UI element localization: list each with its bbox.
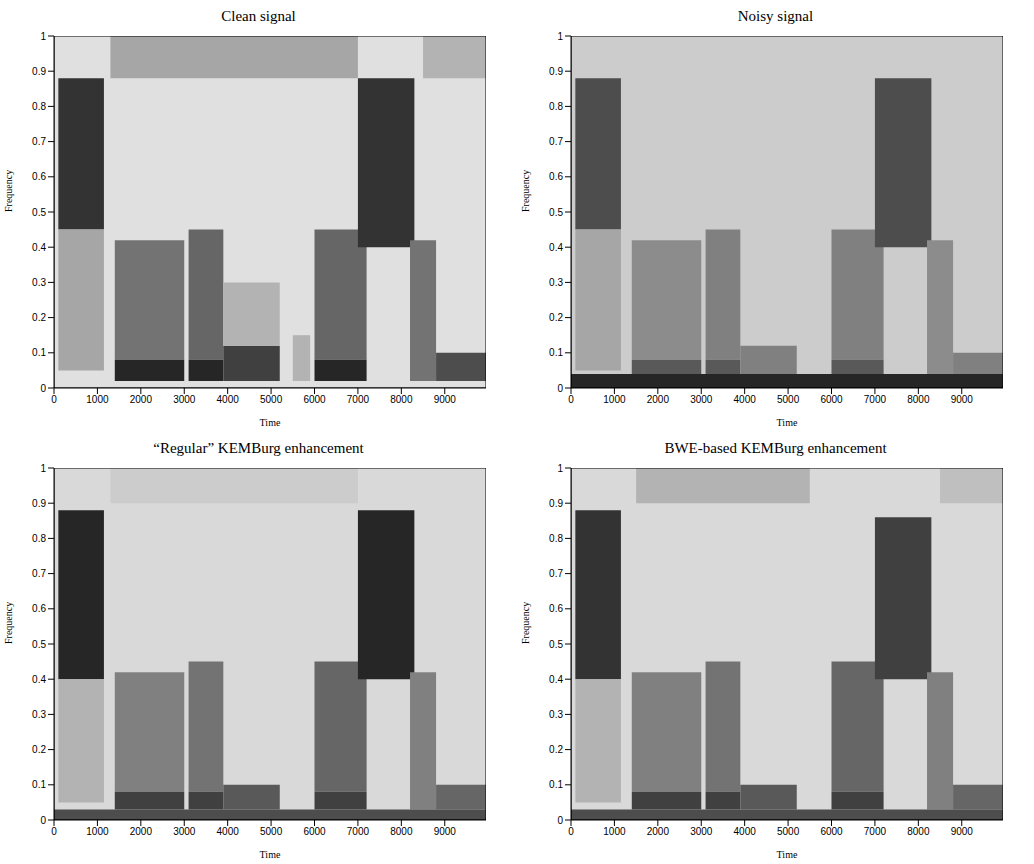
svg-text:0.1: 0.1	[32, 347, 46, 358]
svg-text:7000: 7000	[864, 394, 887, 405]
svg-text:3000: 3000	[690, 394, 713, 405]
svg-text:6000: 6000	[820, 826, 843, 837]
svg-text:0.3: 0.3	[549, 709, 563, 720]
html-text:“Regular” KEMBurg enhancement: “Regular” KEMBurg enhancement	[153, 440, 364, 456]
svg-text:0.4: 0.4	[32, 674, 46, 685]
svg-text:0.6: 0.6	[549, 171, 563, 182]
svg-text:0: 0	[557, 815, 563, 826]
svg-text:6000: 6000	[820, 394, 843, 405]
svg-text:0.6: 0.6	[549, 603, 563, 614]
svg-text:9000: 9000	[434, 826, 457, 837]
svg-text:Time: Time	[260, 849, 281, 860]
svg-text:2000: 2000	[130, 394, 153, 405]
svg-text:0.1: 0.1	[549, 347, 563, 358]
svg-text:4000: 4000	[217, 826, 240, 837]
svg-text:0.4: 0.4	[32, 242, 46, 253]
svg-text:0.8: 0.8	[32, 533, 46, 544]
svg-text:1: 1	[557, 31, 563, 42]
svg-text:0.1: 0.1	[549, 779, 563, 790]
svg-text:9000: 9000	[951, 394, 974, 405]
svg-text:5000: 5000	[777, 826, 800, 837]
svg-text:9000: 9000	[951, 826, 974, 837]
svg-text:0.5: 0.5	[32, 207, 46, 218]
svg-text:0: 0	[557, 383, 563, 394]
svg-text:0.8: 0.8	[549, 101, 563, 112]
svg-text:8000: 8000	[390, 394, 413, 405]
svg-text:0: 0	[568, 826, 574, 837]
svg-text:7000: 7000	[347, 394, 370, 405]
svg-text:0.1: 0.1	[32, 779, 46, 790]
svg-text:0.9: 0.9	[32, 66, 46, 77]
svg-text:Frequency: Frequency	[520, 170, 531, 212]
svg-text:1: 1	[40, 463, 46, 474]
svg-text:0.7: 0.7	[32, 568, 46, 579]
svg-text:2000: 2000	[647, 826, 670, 837]
svg-text:0: 0	[40, 815, 46, 826]
svg-text:0: 0	[51, 826, 57, 837]
svg-text:4000: 4000	[734, 826, 757, 837]
svg-text:5000: 5000	[260, 394, 283, 405]
svg-text:2000: 2000	[130, 826, 153, 837]
svg-text:0.5: 0.5	[32, 639, 46, 650]
html-text:Noisy signal: Noisy signal	[737, 8, 814, 24]
svg-text:6000: 6000	[303, 394, 326, 405]
svg-text:Frequency: Frequency	[3, 602, 14, 644]
svg-text:0.6: 0.6	[32, 171, 46, 182]
svg-text:Frequency: Frequency	[3, 170, 14, 212]
svg-text:0.2: 0.2	[549, 744, 563, 755]
svg-text:0.9: 0.9	[549, 498, 563, 509]
svg-text:4000: 4000	[734, 394, 757, 405]
svg-text:0.2: 0.2	[32, 744, 46, 755]
svg-text:5000: 5000	[260, 826, 283, 837]
svg-text:7000: 7000	[864, 826, 887, 837]
svg-text:5000: 5000	[777, 394, 800, 405]
svg-text:0.5: 0.5	[549, 639, 563, 650]
svg-text:0.4: 0.4	[549, 242, 563, 253]
svg-text:0.4: 0.4	[549, 674, 563, 685]
svg-text:1000: 1000	[86, 826, 109, 837]
svg-text:7000: 7000	[347, 826, 370, 837]
svg-text:1000: 1000	[86, 394, 109, 405]
svg-text:0.8: 0.8	[549, 533, 563, 544]
svg-text:0.2: 0.2	[549, 312, 563, 323]
svg-text:0.7: 0.7	[549, 568, 563, 579]
svg-text:1000: 1000	[603, 394, 626, 405]
html-text:Clean signal: Clean signal	[221, 8, 296, 24]
svg-text:3000: 3000	[690, 826, 713, 837]
svg-text:0.3: 0.3	[32, 709, 46, 720]
svg-text:Frequency: Frequency	[520, 602, 531, 644]
svg-text:0.2: 0.2	[32, 312, 46, 323]
svg-text:Time: Time	[777, 849, 798, 860]
svg-text:8000: 8000	[390, 826, 413, 837]
svg-text:Time: Time	[260, 417, 281, 428]
svg-text:0: 0	[40, 383, 46, 394]
svg-text:0: 0	[51, 394, 57, 405]
svg-text:3000: 3000	[173, 394, 196, 405]
svg-text:2000: 2000	[647, 394, 670, 405]
svg-text:0: 0	[568, 394, 574, 405]
svg-text:0.8: 0.8	[32, 101, 46, 112]
svg-text:0.7: 0.7	[32, 136, 46, 147]
svg-text:0.9: 0.9	[549, 66, 563, 77]
svg-text:1000: 1000	[603, 826, 626, 837]
svg-text:3000: 3000	[173, 826, 196, 837]
svg-text:0.6: 0.6	[32, 603, 46, 614]
svg-text:1: 1	[557, 463, 563, 474]
svg-text:Time: Time	[777, 417, 798, 428]
svg-text:0.5: 0.5	[549, 207, 563, 218]
svg-text:1: 1	[40, 31, 46, 42]
svg-text:0.9: 0.9	[32, 498, 46, 509]
svg-text:9000: 9000	[434, 394, 457, 405]
html-text:BWE-based KEMBurg enhancement: BWE-based KEMBurg enhancement	[664, 440, 887, 456]
svg-text:8000: 8000	[907, 394, 930, 405]
svg-text:0.3: 0.3	[32, 277, 46, 288]
svg-text:6000: 6000	[303, 826, 326, 837]
svg-text:0.3: 0.3	[549, 277, 563, 288]
svg-text:4000: 4000	[217, 394, 240, 405]
svg-text:0.7: 0.7	[549, 136, 563, 147]
svg-text:8000: 8000	[907, 826, 930, 837]
